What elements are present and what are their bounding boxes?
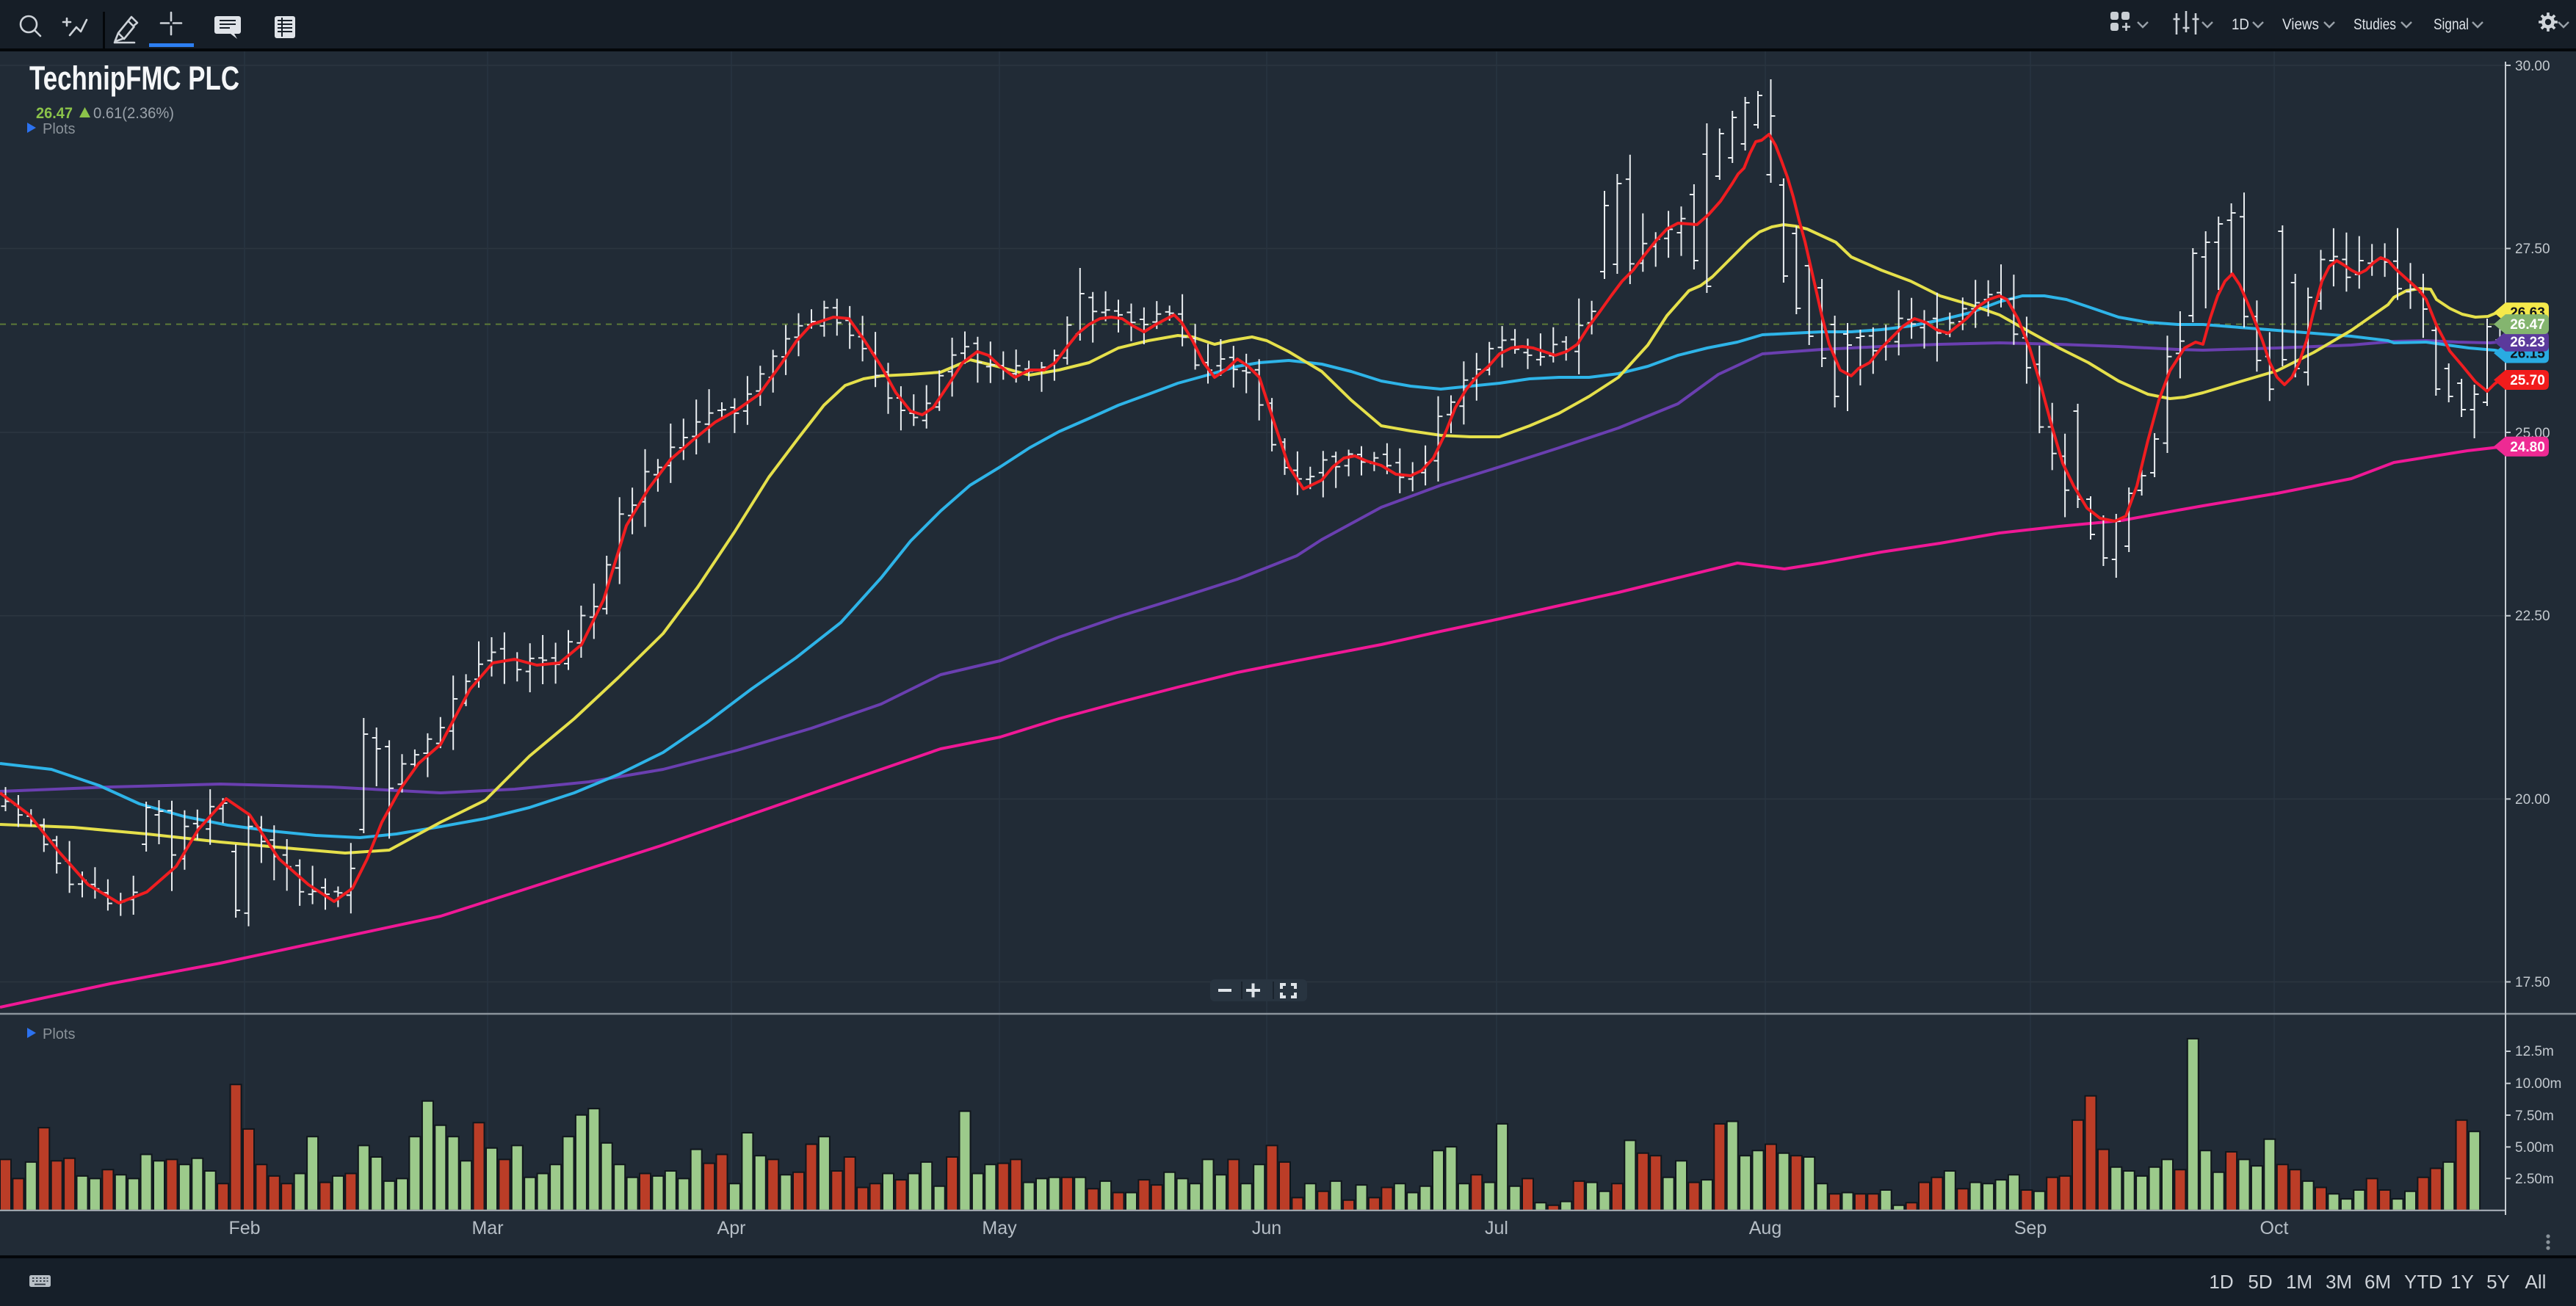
svg-text:0.61(2.36%): 0.61(2.36%) — [93, 105, 174, 122]
svg-text:7.50m: 7.50m — [2515, 1109, 2554, 1124]
svg-text:1Y: 1Y — [2450, 1271, 2474, 1293]
svg-text:Aug: Aug — [1749, 1218, 1781, 1238]
svg-text:20.00: 20.00 — [2515, 792, 2550, 808]
svg-text:Sep: Sep — [2014, 1218, 2047, 1238]
svg-text:26.47: 26.47 — [36, 105, 73, 122]
svg-text:1D: 1D — [2209, 1271, 2233, 1293]
svg-text:3M: 3M — [2326, 1271, 2352, 1293]
svg-text:Oct: Oct — [2260, 1218, 2289, 1238]
svg-text:Jun: Jun — [1252, 1218, 1281, 1238]
svg-text:27.50: 27.50 — [2515, 242, 2550, 257]
svg-text:Plots: Plots — [43, 121, 75, 137]
svg-text:May: May — [982, 1218, 1017, 1238]
svg-text:Apr: Apr — [717, 1218, 746, 1238]
svg-text:10.00m: 10.00m — [2515, 1076, 2561, 1092]
svg-text:30.00: 30.00 — [2515, 59, 2550, 74]
svg-text:2.50m: 2.50m — [2515, 1172, 2554, 1187]
svg-text:17.50: 17.50 — [2515, 975, 2550, 990]
svg-text:6M: 6M — [2365, 1271, 2391, 1293]
svg-text:Mar: Mar — [471, 1218, 503, 1238]
svg-text:TechnipFMC PLC: TechnipFMC PLC — [29, 59, 239, 97]
svg-text:YTD: YTD — [2404, 1271, 2442, 1293]
svg-text:Views: Views — [2282, 16, 2319, 33]
svg-text:Studies: Studies — [2354, 16, 2396, 33]
svg-text:25.70: 25.70 — [2510, 373, 2545, 388]
svg-text:26.23: 26.23 — [2510, 335, 2545, 350]
svg-text:22.50: 22.50 — [2515, 609, 2550, 624]
svg-text:Signal: Signal — [2434, 16, 2469, 33]
svg-text:24.80: 24.80 — [2510, 440, 2545, 455]
svg-text:Plots: Plots — [43, 1026, 75, 1042]
svg-text:26.47: 26.47 — [2510, 317, 2545, 333]
svg-text:1M: 1M — [2286, 1271, 2312, 1293]
svg-text:5Y: 5Y — [2486, 1271, 2510, 1293]
svg-text:Feb: Feb — [228, 1218, 260, 1238]
svg-text:5D: 5D — [2248, 1271, 2272, 1293]
svg-text:1D: 1D — [2232, 16, 2249, 33]
svg-text:All: All — [2525, 1271, 2547, 1293]
svg-text:5.00m: 5.00m — [2515, 1140, 2554, 1156]
svg-text:12.5m: 12.5m — [2515, 1044, 2554, 1059]
svg-text:Jul: Jul — [1485, 1218, 1508, 1238]
